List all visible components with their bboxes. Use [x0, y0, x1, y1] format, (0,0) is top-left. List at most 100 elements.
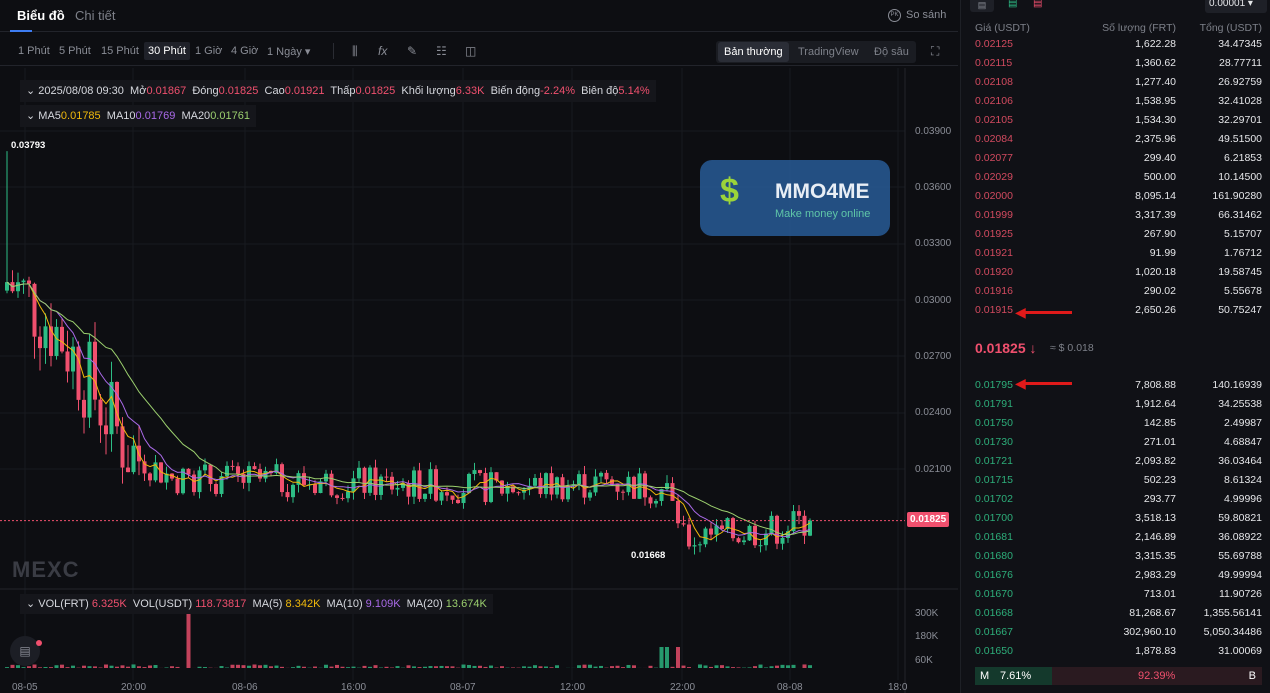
- volume-bar: [186, 614, 191, 668]
- volume-bar: [164, 667, 169, 668]
- vol-ma10-label: MA(10): [326, 598, 363, 610]
- bid-row[interactable]: 0.01700 3,518.13 59.80821: [975, 509, 1262, 528]
- high-marker: 0.03793: [11, 140, 46, 151]
- candle-body: [659, 489, 664, 502]
- view-asks-icon[interactable]: ▤: [1033, 0, 1043, 9]
- bid-row[interactable]: 0.01670 713.01 11.90726: [975, 585, 1262, 604]
- sell-percent: 92.39%: [1138, 670, 1176, 682]
- ask-qty: 290.02: [1143, 285, 1176, 297]
- candle-body: [742, 540, 746, 543]
- mode-depth[interactable]: Độ sâu: [874, 46, 909, 58]
- candle-body: [808, 520, 812, 536]
- bid-row[interactable]: 0.01681 2,146.89 36.08922: [975, 528, 1262, 547]
- candlestick-icon[interactable]: ⫼: [352, 44, 358, 58]
- bid-total: 140.16939: [1212, 379, 1262, 391]
- tab-chart[interactable]: Biểu đồ: [17, 8, 65, 23]
- timeframe-15m[interactable]: 15 Phút: [101, 45, 139, 57]
- ask-row[interactable]: 0.02106 1,538.95 32.41028: [975, 92, 1262, 111]
- collapse-chevron-icon[interactable]: ⌄: [26, 598, 36, 610]
- candle-body: [186, 468, 191, 475]
- ask-row[interactable]: 0.02108 1,277.40 26.92759: [975, 73, 1262, 92]
- collapse-chevron-icon[interactable]: ⌄: [26, 110, 36, 122]
- bid-row[interactable]: 0.01730 271.01 4.68847: [975, 433, 1262, 452]
- bid-row[interactable]: 0.01791 1,912.64 34.25538: [975, 395, 1262, 414]
- mode-tradingview[interactable]: TradingView: [798, 46, 859, 58]
- view-both-icon[interactable]: ▤: [970, 0, 994, 12]
- timeframe-30m[interactable]: 30 Phút: [144, 42, 190, 60]
- bid-row[interactable]: 0.01650 1,878.83 31.00069: [975, 642, 1262, 661]
- volume-bar: [621, 667, 625, 668]
- indicator-fx-icon[interactable]: fx: [378, 44, 388, 58]
- candle-body: [544, 473, 548, 495]
- mexc-watermark: MEXC: [12, 557, 80, 582]
- candle-body: [406, 483, 411, 497]
- candle-body: [797, 511, 801, 516]
- layout-icon[interactable]: ☷: [436, 44, 447, 58]
- ask-row[interactable]: 0.02077 299.40 6.21853: [975, 149, 1262, 168]
- bid-row[interactable]: 0.01676 2,983.29 49.99994: [975, 566, 1262, 585]
- view-bids-icon[interactable]: ▤: [1008, 0, 1018, 9]
- camera-icon[interactable]: ◫: [465, 44, 477, 58]
- ask-price: 0.01915: [975, 304, 1013, 316]
- bid-row[interactable]: 0.01721 2,093.82 36.03464: [975, 452, 1262, 471]
- ask-price: 0.02105: [975, 114, 1013, 126]
- ask-row[interactable]: 0.02000 8,095.14 161.90280: [975, 187, 1262, 206]
- ask-row[interactable]: 0.01921 91.99 1.76712: [975, 244, 1262, 263]
- candle-body: [148, 473, 152, 481]
- tab-detail[interactable]: Chi tiết: [75, 8, 116, 23]
- ask-total: 34.47345: [1218, 38, 1262, 50]
- candle-body: [93, 341, 97, 400]
- fullscreen-icon[interactable]: ⛶: [931, 44, 940, 58]
- candle-body: [104, 425, 108, 435]
- ask-row[interactable]: 0.01915 2,650.26 50.75247: [975, 301, 1262, 320]
- bid-row[interactable]: 0.01750 142.85 2.49987: [975, 414, 1262, 433]
- mode-standard[interactable]: Bản thường: [718, 42, 789, 62]
- ask-total: 19.58745: [1218, 266, 1262, 278]
- ask-row[interactable]: 0.02105 1,534.30 32.29701: [975, 111, 1262, 130]
- ask-row[interactable]: 0.01925 267.90 5.15707: [975, 225, 1262, 244]
- volume-bar: [791, 664, 796, 668]
- price-chart[interactable]: [0, 68, 958, 693]
- bid-row[interactable]: 0.01668 81,268.67 1,355.56141: [975, 604, 1262, 623]
- bid-qty: 1,912.64: [1135, 398, 1176, 410]
- calendar-button[interactable]: ▤: [10, 636, 40, 666]
- timeframe-5m[interactable]: 5 Phút: [59, 45, 91, 57]
- candle-body: [373, 467, 378, 495]
- ask-total: 26.92759: [1218, 76, 1262, 88]
- timeframe-1m[interactable]: 1 Phút: [18, 45, 50, 57]
- candle-body: [291, 484, 295, 498]
- candle-body: [780, 537, 785, 544]
- ask-row[interactable]: 0.02125 1,622.28 34.47345: [975, 35, 1262, 54]
- ask-row[interactable]: 0.01999 3,317.39 66.31462: [975, 206, 1262, 225]
- bid-row[interactable]: 0.01715 502.23 8.61324: [975, 471, 1262, 490]
- bid-row[interactable]: 0.01795 7,808.88 140.16939: [975, 376, 1262, 395]
- ask-qty: 2,650.26: [1135, 304, 1176, 316]
- price-axis-label: 0.03600: [915, 182, 952, 193]
- timeframe-4h[interactable]: 4 Giờ: [231, 45, 259, 57]
- volume-bar: [593, 666, 598, 668]
- volume-axis-label: 180K: [915, 631, 939, 642]
- ask-row[interactable]: 0.02084 2,375.96 49.51500: [975, 130, 1262, 149]
- bid-row[interactable]: 0.01702 293.77 4.99996: [975, 490, 1262, 509]
- ask-row[interactable]: 0.01916 290.02 5.55678: [975, 282, 1262, 301]
- volume-bar: [175, 666, 180, 668]
- bid-qty: 2,146.89: [1135, 531, 1176, 543]
- bid-row[interactable]: 0.01667 302,960.10 5,050.34486: [975, 623, 1262, 642]
- high-label: Cao: [264, 85, 285, 97]
- ask-row[interactable]: 0.01920 1,020.18 19.58745: [975, 263, 1262, 282]
- bid-qty: 271.01: [1143, 436, 1176, 448]
- candle-body: [214, 483, 218, 494]
- pencil-icon[interactable]: ✎: [407, 44, 418, 58]
- bid-row[interactable]: 0.01680 3,315.35 55.69788: [975, 547, 1262, 566]
- ask-row[interactable]: 0.02029 500.00 10.14500: [975, 168, 1262, 187]
- precision-select[interactable]: 0.00001 ▾: [1205, 0, 1267, 13]
- timeframe-1h[interactable]: 1 Giờ: [195, 45, 223, 57]
- compare-button[interactable]: So sánh: [906, 9, 947, 21]
- volume-bar: [115, 666, 119, 668]
- time-axis-label: 16:00: [341, 682, 367, 693]
- volume-bar: [346, 667, 350, 668]
- timeframe-1d-dropdown[interactable]: 1 Ngày ▾: [267, 46, 311, 58]
- volume-bar: [21, 667, 26, 668]
- collapse-chevron-icon[interactable]: ⌄: [26, 85, 36, 97]
- ask-row[interactable]: 0.02115 1,360.62 28.77711: [975, 54, 1262, 73]
